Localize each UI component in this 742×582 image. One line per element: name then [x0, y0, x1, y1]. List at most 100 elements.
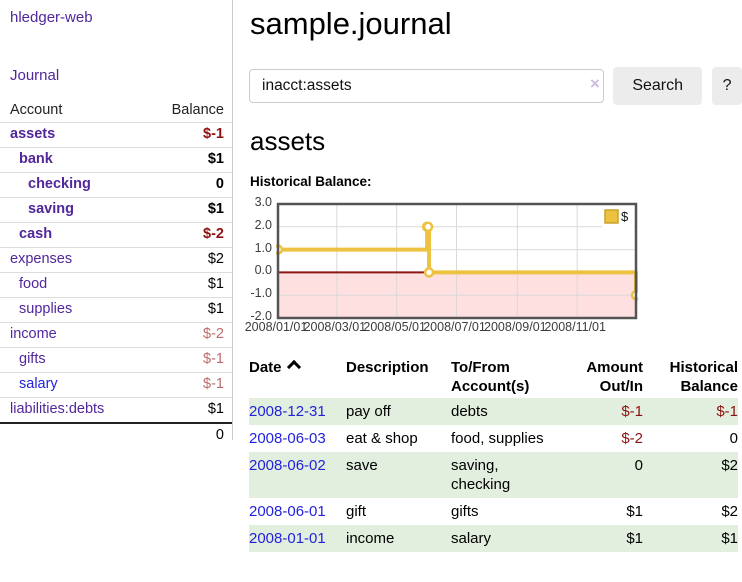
- transaction-date-link[interactable]: 2008-06-01: [249, 503, 326, 520]
- sidebar: hledger-web Journal Account Balance asse…: [0, 0, 233, 448]
- account-row: supplies $1: [0, 297, 232, 323]
- account-balance: $1: [207, 151, 224, 167]
- account-row: gifts $-1: [0, 347, 232, 373]
- accounts-table: Account Balance assets $-1 bank $1 checking 0…: [0, 99, 232, 448]
- transaction-date-link[interactable]: 2008-06-03: [249, 430, 326, 447]
- chart-xtick-label: 2008/03/01: [303, 320, 367, 334]
- account-link-liabilities-debts[interactable]: liabilities:debts: [10, 401, 105, 417]
- account-row: bank $1: [0, 147, 232, 173]
- transactions-column-header[interactable]: Description: [346, 359, 429, 376]
- account-link-expenses[interactable]: expenses: [10, 251, 73, 267]
- account-balance: $1: [207, 201, 224, 217]
- chart-xtick-label: 2008/01/01: [244, 320, 308, 334]
- page-title: sample.journal: [250, 6, 452, 41]
- accounts-header-account: Account: [10, 102, 63, 118]
- transactions-column-header[interactable]: Historical Balance: [669, 359, 738, 395]
- transaction-date-link[interactable]: 2008-01-01: [249, 530, 326, 547]
- transaction-amount: $-2: [621, 430, 643, 447]
- transaction-row[interactable]: 2008-06-03 eat & shop food, supplies $-2 0: [249, 425, 738, 452]
- sort-asc-icon: [286, 359, 301, 375]
- historical-balance-chart: $3.0 2.0 1.0 0.0 -1.0 -2.0 2008/01/01 2008/03/0…: [245, 195, 742, 339]
- chart-ytick-label: 3.0: [254, 195, 272, 209]
- chart-xtick-label: 2008/05/01: [363, 320, 426, 334]
- transaction-accounts: debts: [451, 403, 488, 420]
- transactions-column-header[interactable]: Date: [249, 356, 346, 398]
- account-balance: $1: [207, 276, 224, 292]
- app-title[interactable]: hledger-web: [10, 9, 93, 26]
- chart-ytick-label: 1.0: [254, 240, 272, 255]
- accounts-total-value: 0: [142, 422, 232, 448]
- chart-xtick-label: 2008/07/01: [423, 320, 486, 334]
- chart-xtick-label: 2008/11/01: [544, 320, 606, 334]
- account-row: expenses $2: [0, 247, 232, 273]
- transaction-accounts: food, supplies: [451, 430, 544, 447]
- account-link-checking[interactable]: checking: [28, 176, 91, 192]
- account-row: cash $-2: [0, 222, 232, 248]
- transactions-column-header[interactable]: Amount Out/In: [586, 359, 643, 395]
- search-button[interactable]: Search: [613, 67, 703, 105]
- transaction-balance: $2: [721, 457, 738, 474]
- account-link-bank[interactable]: bank: [19, 151, 53, 167]
- transaction-row[interactable]: 2008-01-01 income salary $1 $1: [249, 525, 738, 552]
- account-link-income[interactable]: income: [10, 326, 57, 342]
- account-row: salary $-1: [0, 372, 232, 398]
- account-balance: $-1: [203, 126, 224, 142]
- account-link-saving[interactable]: saving: [28, 201, 74, 217]
- account-row: checking 0: [0, 172, 232, 198]
- account-link-supplies[interactable]: supplies: [19, 301, 73, 317]
- search-input[interactable]: [249, 69, 605, 103]
- account-link-gifts[interactable]: gifts: [19, 351, 46, 367]
- transaction-balance: $2: [721, 503, 738, 520]
- help-button[interactable]: ?: [712, 67, 742, 105]
- transaction-amount: 0: [634, 457, 643, 474]
- transaction-amount: $1: [626, 530, 643, 547]
- transactions-header-row: Date Description To/From Account(s) Amount Ou…: [249, 356, 738, 398]
- transaction-description: income: [346, 530, 395, 547]
- account-link-assets[interactable]: assets: [10, 126, 56, 142]
- account-link-salary[interactable]: salary: [19, 376, 58, 392]
- transaction-row[interactable]: 2008-12-31 pay off debts $-1 $-1: [249, 398, 738, 425]
- account-balance: $-1: [203, 351, 224, 367]
- transactions-column-header[interactable]: To/From Account(s): [451, 359, 530, 395]
- chart-ytick-label: -1.0: [250, 286, 272, 301]
- transaction-description: save: [346, 457, 378, 474]
- account-link-food[interactable]: food: [19, 276, 48, 292]
- account-balance: $-2: [203, 226, 224, 242]
- sidebar-item-journal[interactable]: Journal: [10, 67, 60, 84]
- accounts-table-header: Account Balance: [0, 99, 232, 123]
- transaction-accounts: saving, checking: [451, 457, 511, 493]
- chart-plot: $: [276, 202, 638, 320]
- accounts-header-balance: Balance: [171, 102, 224, 118]
- chart-ytick-label: 0.0: [254, 263, 272, 278]
- transaction-row[interactable]: 2008-06-01 gift gifts $1 $2: [249, 498, 738, 525]
- transaction-amount: $-1: [621, 403, 643, 420]
- account-row: income $-2: [0, 322, 232, 348]
- transaction-row[interactable]: 2008-06-02 save saving, checking 0 $2: [249, 452, 738, 498]
- transaction-date-link[interactable]: 2008-06-02: [249, 457, 326, 474]
- account-heading: assets: [250, 126, 326, 156]
- account-balance: 0: [215, 176, 224, 192]
- transaction-accounts: gifts: [451, 503, 479, 520]
- clear-search-icon[interactable]: ×: [590, 74, 600, 93]
- svg-text:$: $: [621, 209, 629, 224]
- account-link-cash[interactable]: cash: [19, 226, 53, 242]
- chart-ytick-label: -2.0: [250, 309, 272, 323]
- transaction-description: eat & shop: [346, 430, 418, 447]
- chart-xtick-label: 2008/09/01: [484, 320, 547, 334]
- account-balance: $-2: [203, 326, 224, 342]
- transactions-table: Date Description To/From Account(s) Amount Ou…: [249, 356, 738, 552]
- account-row: assets $-1: [0, 122, 232, 148]
- account-balance: $2: [207, 251, 224, 267]
- transaction-balance: $-1: [716, 403, 738, 420]
- transaction-date-link[interactable]: 2008-12-31: [249, 403, 326, 420]
- transaction-amount: $1: [626, 503, 643, 520]
- transaction-description: pay off: [346, 403, 391, 420]
- accounts-total-row: 0: [0, 422, 232, 448]
- account-balance: $-1: [203, 376, 224, 392]
- chart-label: Historical Balance:: [250, 174, 372, 189]
- transaction-balance: $1: [721, 530, 738, 547]
- account-row: food $1: [0, 272, 232, 298]
- transaction-accounts: salary: [451, 530, 492, 547]
- transaction-balance: 0: [729, 430, 738, 447]
- account-row: saving $1: [0, 197, 232, 223]
